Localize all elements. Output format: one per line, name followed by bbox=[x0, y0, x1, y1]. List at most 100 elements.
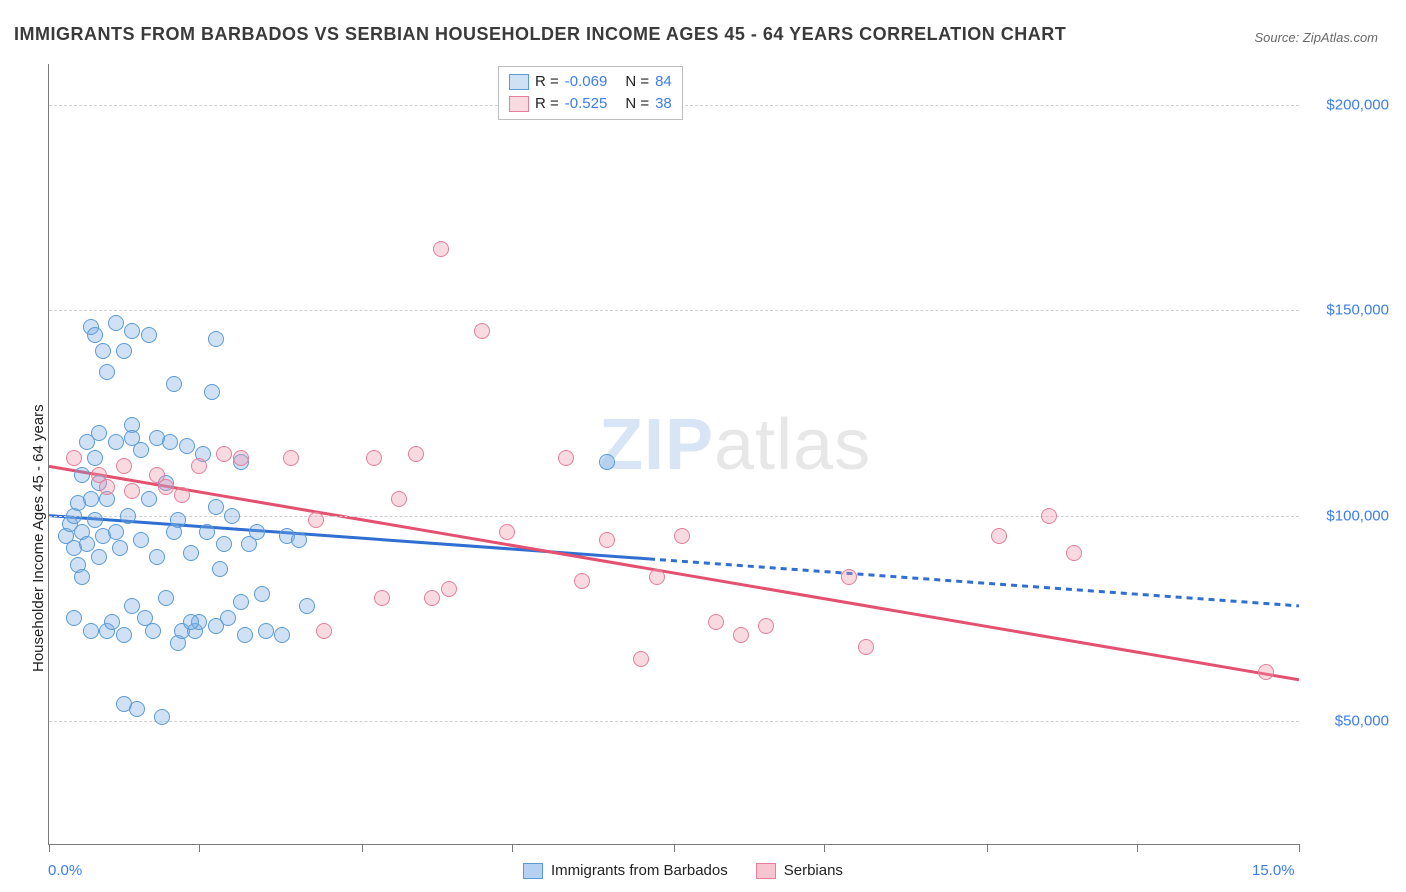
chart-title: IMMIGRANTS FROM BARBADOS VS SERBIAN HOUS… bbox=[14, 24, 1066, 45]
data-point bbox=[220, 610, 236, 626]
x-tick bbox=[987, 844, 988, 852]
series-swatch bbox=[509, 96, 529, 112]
r-label: R = bbox=[535, 71, 559, 93]
data-point bbox=[116, 458, 132, 474]
data-point bbox=[633, 651, 649, 667]
legend-item: Immigrants from Barbados bbox=[523, 862, 728, 879]
data-point bbox=[87, 512, 103, 528]
data-point bbox=[433, 241, 449, 257]
data-point bbox=[558, 450, 574, 466]
data-point bbox=[366, 450, 382, 466]
data-point bbox=[104, 614, 120, 630]
data-point bbox=[233, 450, 249, 466]
correlation-stats-box: R = -0.069N = 84R = -0.525N = 38 bbox=[498, 66, 683, 120]
data-point bbox=[158, 479, 174, 495]
data-point bbox=[254, 586, 270, 602]
data-point bbox=[112, 540, 128, 556]
data-point bbox=[154, 709, 170, 725]
data-point bbox=[166, 376, 182, 392]
data-point bbox=[424, 590, 440, 606]
series-swatch bbox=[509, 74, 529, 90]
data-point bbox=[74, 467, 90, 483]
data-point bbox=[179, 438, 195, 454]
gridline bbox=[49, 310, 1299, 311]
legend-swatch bbox=[523, 863, 543, 879]
data-point bbox=[733, 627, 749, 643]
data-point bbox=[308, 512, 324, 528]
data-point bbox=[499, 524, 515, 540]
data-point bbox=[191, 458, 207, 474]
data-point bbox=[199, 524, 215, 540]
data-point bbox=[66, 610, 82, 626]
data-point bbox=[116, 343, 132, 359]
data-point bbox=[216, 446, 232, 462]
data-point bbox=[170, 512, 186, 528]
y-tick-label: $150,000 bbox=[1309, 302, 1389, 319]
r-value: -0.525 bbox=[565, 93, 608, 115]
data-point bbox=[674, 528, 690, 544]
watermark: ZIPatlas bbox=[599, 404, 871, 486]
x-tick bbox=[362, 844, 363, 852]
data-point bbox=[237, 627, 253, 643]
x-axis-min: 0.0% bbox=[48, 862, 82, 879]
data-point bbox=[291, 532, 307, 548]
data-point bbox=[145, 623, 161, 639]
data-point bbox=[224, 508, 240, 524]
data-point bbox=[216, 536, 232, 552]
data-point bbox=[212, 561, 228, 577]
data-point bbox=[208, 499, 224, 515]
data-point bbox=[87, 450, 103, 466]
data-point bbox=[158, 590, 174, 606]
data-point bbox=[99, 364, 115, 380]
data-point bbox=[758, 618, 774, 634]
data-point bbox=[204, 384, 220, 400]
data-point bbox=[299, 598, 315, 614]
data-point bbox=[374, 590, 390, 606]
data-point bbox=[599, 532, 615, 548]
data-point bbox=[116, 627, 132, 643]
x-tick bbox=[512, 844, 513, 852]
legend-label: Immigrants from Barbados bbox=[551, 862, 728, 879]
data-point bbox=[141, 327, 157, 343]
data-point bbox=[83, 623, 99, 639]
data-point bbox=[574, 573, 590, 589]
data-point bbox=[858, 639, 874, 655]
data-point bbox=[87, 327, 103, 343]
data-point bbox=[233, 594, 249, 610]
stats-row: R = -0.525N = 38 bbox=[509, 93, 672, 115]
x-tick bbox=[1299, 844, 1300, 852]
x-tick bbox=[824, 844, 825, 852]
data-point bbox=[1066, 545, 1082, 561]
data-point bbox=[599, 454, 615, 470]
data-point bbox=[149, 549, 165, 565]
data-point bbox=[162, 434, 178, 450]
data-point bbox=[208, 331, 224, 347]
plot-area: ZIPatlas $50,000$100,000$150,000$200,000 bbox=[48, 64, 1299, 845]
watermark-zip: ZIP bbox=[599, 405, 714, 485]
gridline bbox=[49, 721, 1299, 722]
y-tick-label: $200,000 bbox=[1309, 97, 1389, 114]
data-point bbox=[183, 614, 199, 630]
data-point bbox=[441, 581, 457, 597]
data-point bbox=[95, 343, 111, 359]
r-label: R = bbox=[535, 93, 559, 115]
data-point bbox=[108, 315, 124, 331]
data-point bbox=[141, 491, 157, 507]
legend-swatch bbox=[756, 863, 776, 879]
data-point bbox=[1258, 664, 1274, 680]
x-axis-max: 15.0% bbox=[1252, 862, 1295, 879]
data-point bbox=[124, 430, 140, 446]
data-point bbox=[991, 528, 1007, 544]
n-label: N = bbox=[625, 71, 649, 93]
data-point bbox=[258, 623, 274, 639]
x-tick bbox=[49, 844, 50, 852]
data-point bbox=[91, 549, 107, 565]
source-label: Source: ZipAtlas.com bbox=[1254, 30, 1378, 45]
data-point bbox=[283, 450, 299, 466]
watermark-atlas: atlas bbox=[714, 405, 871, 485]
legend: Immigrants from BarbadosSerbians bbox=[523, 862, 843, 879]
y-axis-label: Householder Income Ages 45 - 64 years bbox=[30, 405, 47, 673]
data-point bbox=[408, 446, 424, 462]
data-point bbox=[316, 623, 332, 639]
data-point bbox=[79, 536, 95, 552]
